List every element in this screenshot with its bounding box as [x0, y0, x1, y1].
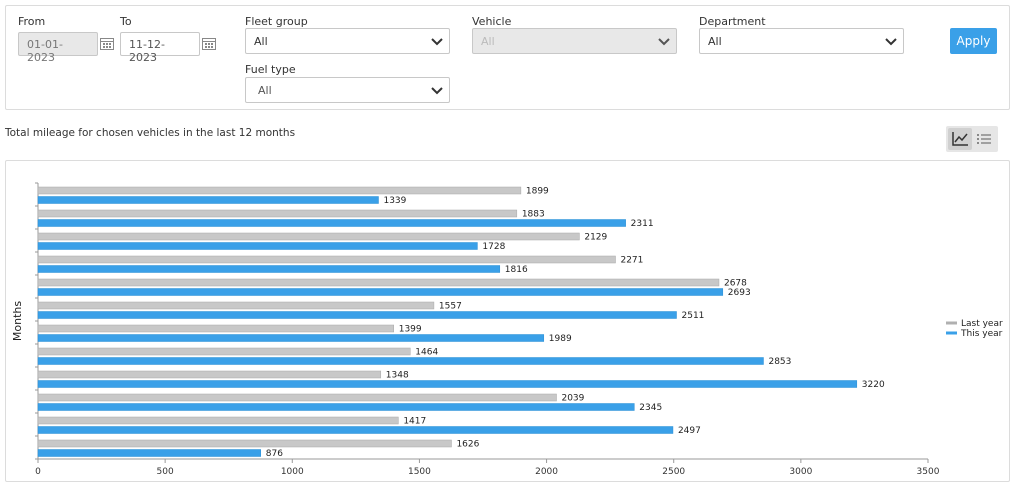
fleet-group-select[interactable]: All — [245, 28, 450, 54]
list-icon — [977, 134, 991, 144]
bar-value-label: 2311 — [631, 219, 654, 229]
bar-this-year — [37, 380, 858, 388]
bar-value-label: 1816 — [505, 265, 528, 275]
chevron-down-icon — [431, 87, 443, 95]
bar-value-label: 1728 — [482, 242, 505, 252]
bar-this-year — [37, 449, 262, 457]
bar-this-year — [37, 288, 724, 296]
bar-value-label: 2497 — [678, 426, 701, 436]
bar-value-label: 1899 — [526, 187, 549, 197]
bar-this-year — [37, 196, 379, 204]
department-value: All — [708, 35, 722, 48]
calendar-icon[interactable] — [202, 37, 216, 50]
bar-value-label: 1339 — [383, 196, 406, 206]
legend-label-last-year: Last year — [961, 319, 1003, 329]
x-tick-label: 3500 — [917, 467, 940, 477]
bar-last-year — [37, 186, 522, 195]
bar-value-label: 2693 — [728, 288, 751, 298]
department-label: Department — [699, 15, 766, 28]
bar-last-year — [37, 347, 411, 356]
y-axis-title: Months — [11, 301, 24, 341]
filter-panel: From 01-01-2023 To 11-12-2023 Fleet grou… — [5, 5, 1010, 110]
bar-this-year — [37, 334, 545, 342]
bar-value-label: 2345 — [639, 403, 662, 413]
fleet-group-label: Fleet group — [245, 15, 308, 28]
vehicle-select[interactable]: All — [472, 28, 677, 54]
bar-last-year — [37, 255, 616, 264]
bar-last-year — [37, 393, 557, 402]
bar-this-year — [37, 242, 478, 250]
fuel-type-select[interactable]: All — [245, 77, 450, 103]
bar-value-label: 1417 — [403, 417, 426, 427]
bar-value-label: 1557 — [439, 302, 462, 312]
from-date-input[interactable]: 01-01-2023 — [18, 32, 98, 64]
bar-this-year — [37, 311, 677, 319]
x-tick-label: 1000 — [281, 467, 304, 477]
department-select[interactable]: All — [699, 28, 904, 54]
bar-value-label: 3220 — [862, 380, 885, 390]
bar-value-label: 2511 — [682, 311, 705, 321]
bar-value-label: 1989 — [549, 334, 572, 344]
section-title: Total mileage for chosen vehicles in the… — [5, 127, 296, 139]
list-view-button[interactable] — [972, 128, 996, 150]
bar-this-year — [37, 426, 674, 434]
bar-value-label: 2129 — [584, 233, 607, 243]
bar-last-year — [37, 370, 382, 379]
bar-last-year — [37, 232, 580, 241]
vehicle-value: All — [481, 35, 495, 48]
chart-panel: 0 500 1000 1500 2000 2500 3000 3500 1899 1339 1883… — [5, 160, 1010, 482]
mileage-bar-chart: 0 500 1000 1500 2000 2500 3000 3500 1899 1339 1883… — [11, 182, 1003, 477]
x-tick-label: 1500 — [408, 467, 431, 477]
chevron-down-icon — [885, 38, 897, 46]
bar-last-year — [37, 416, 399, 425]
fuel-type-value: All — [258, 84, 272, 97]
bar-value-label: 1399 — [399, 325, 422, 335]
bar-value-label: 1348 — [386, 371, 409, 381]
bar-value-label: 1464 — [415, 348, 438, 358]
bar-last-year — [37, 439, 452, 448]
bar-this-year — [37, 403, 635, 411]
vehicle-label: Vehicle — [472, 15, 512, 28]
x-tick-label: 3000 — [789, 467, 812, 477]
to-date-input[interactable]: 11-12-2023 — [120, 32, 200, 64]
chart-view-button[interactable] — [948, 128, 972, 150]
chevron-down-icon — [658, 38, 670, 46]
apply-button[interactable]: Apply — [950, 28, 997, 54]
line-chart-icon — [952, 132, 968, 146]
from-label: From — [18, 15, 46, 28]
fuel-type-label: Fuel type — [245, 63, 296, 76]
bar-value-label: 1626 — [456, 440, 479, 450]
bar-value-label: 876 — [266, 449, 283, 459]
to-label: To — [120, 15, 132, 28]
legend-label-this-year: This year — [960, 329, 1003, 339]
bar-this-year — [37, 265, 501, 273]
bar-last-year — [37, 278, 720, 287]
bar-last-year — [37, 301, 435, 310]
bar-value-label: 2271 — [620, 256, 643, 266]
bar-this-year — [37, 219, 626, 227]
x-tick-label: 2500 — [662, 467, 685, 477]
chevron-down-icon — [431, 38, 443, 46]
view-toggle — [946, 126, 998, 152]
x-tick-label: 0 — [35, 467, 41, 477]
x-tick-label: 500 — [157, 467, 174, 477]
bar-value-label: 1883 — [522, 210, 545, 220]
x-tick-label: 2000 — [535, 467, 558, 477]
bar-value-label: 2678 — [724, 279, 747, 289]
fleet-group-value: All — [254, 35, 268, 48]
calendar-icon[interactable] — [100, 37, 114, 50]
bar-this-year — [37, 357, 764, 365]
bar-value-label: 2853 — [768, 357, 791, 367]
bar-last-year — [37, 324, 394, 333]
bar-last-year — [37, 209, 518, 218]
bar-value-label: 2039 — [561, 394, 584, 404]
